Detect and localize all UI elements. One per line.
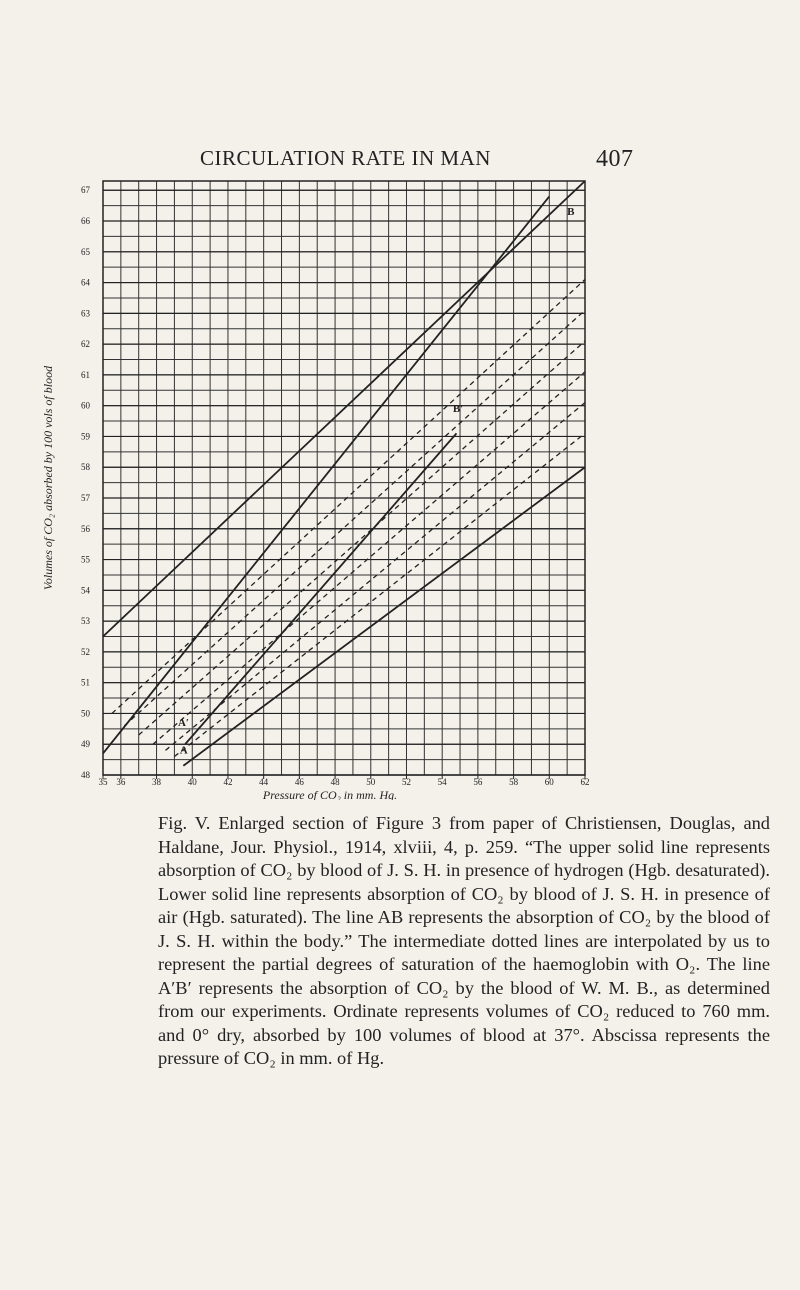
- x-tick-label: 60: [545, 777, 555, 787]
- x-tick-label: 58: [509, 777, 519, 787]
- x-tick-label: 56: [473, 777, 483, 787]
- y-tick-label: 48: [81, 770, 91, 780]
- y-tick-label: 52: [81, 647, 90, 657]
- y-tick-label: 49: [81, 739, 91, 749]
- y-tick-label: 59: [81, 431, 91, 441]
- x-tick-label: 46: [295, 777, 305, 787]
- solid-line: [102, 195, 550, 755]
- dotted-line: [123, 309, 586, 727]
- y-tick-label: 65: [81, 247, 91, 257]
- page-number: 407: [596, 146, 634, 172]
- x-tick-label: 52: [402, 777, 411, 787]
- y-tick-label: 50: [81, 708, 91, 718]
- y-tick-label: 55: [81, 555, 91, 565]
- y-tick-label: 56: [81, 524, 91, 534]
- annotation: A: [180, 744, 188, 756]
- y-tick-label: 62: [81, 339, 90, 349]
- annotation: B′: [453, 403, 463, 415]
- y-tick-label: 67: [81, 185, 91, 195]
- dotted-line: [111, 279, 586, 714]
- y-tick-label: 60: [81, 401, 91, 411]
- x-tick-label: 62: [581, 777, 590, 787]
- solid-line: [184, 432, 458, 745]
- y-axis-label: Volumes of CO₂ absorbed by 100 vols of b…: [41, 365, 55, 590]
- y-tick-label: 51: [81, 678, 90, 688]
- dotted-line: [174, 432, 586, 758]
- y-tick-label: 64: [81, 278, 91, 288]
- x-tick-label: 36: [116, 777, 126, 787]
- x-axis-label: Pressure of CO₂ in mm. Hg.: [262, 788, 397, 800]
- y-tick-label: 58: [81, 462, 91, 472]
- y-tick-label: 61: [81, 370, 90, 380]
- y-tick-label: 63: [81, 308, 91, 318]
- y-tick-label: 54: [81, 585, 91, 595]
- x-tick-label: 35: [99, 777, 109, 787]
- y-tick-label: 66: [81, 216, 91, 226]
- x-tick-label: 42: [223, 777, 232, 787]
- y-tick-label: 53: [81, 616, 91, 626]
- annotation: B: [567, 206, 575, 218]
- x-tick-label: 48: [331, 777, 341, 787]
- x-tick-label: 44: [259, 777, 269, 787]
- plot-frame: [102, 180, 586, 776]
- x-tick-label: 40: [188, 777, 198, 787]
- chart: 48 49 50 51 52 53 54 55 56 57 58 59 60 61 62 63 64 65 66 67…: [41, 180, 590, 800]
- running-head: CIRCULATION RATE IN MAN: [200, 146, 491, 170]
- x-tick-label: 38: [152, 777, 162, 787]
- x-tick-label: 54: [438, 777, 448, 787]
- x-tick-label: 50: [366, 777, 376, 787]
- dotted-line: [165, 402, 586, 751]
- dotted-line: [138, 340, 586, 736]
- solid-line: [102, 180, 586, 638]
- solid-line: [182, 466, 586, 767]
- caption: Fig. V. Enlarged section of Figure 3 fro…: [158, 813, 770, 1068]
- dotted-line: [152, 371, 586, 745]
- annotation: A′: [178, 717, 189, 729]
- y-tick-label: 57: [81, 493, 91, 503]
